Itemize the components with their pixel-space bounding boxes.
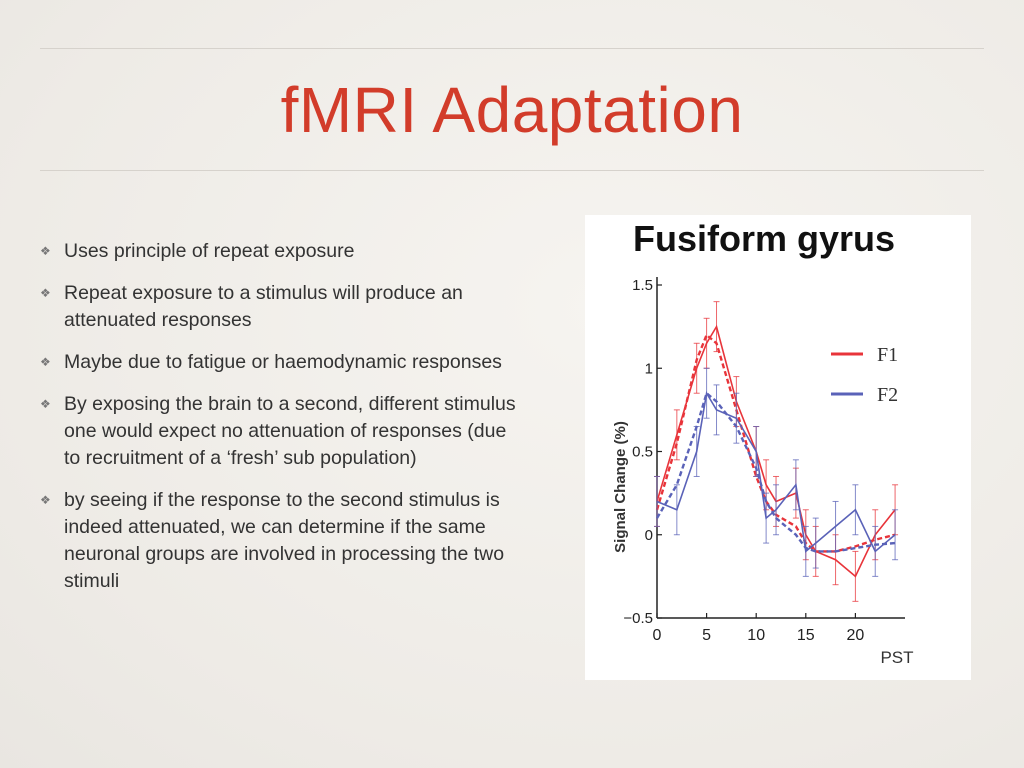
y-tick-label: 1 (645, 360, 653, 377)
series-line-f2 (656, 390, 896, 553)
x-tick-label: 10 (747, 627, 765, 644)
diamond-dots-icon: ❖ (40, 397, 51, 411)
bullet-list: ❖ Uses principle of repeat exposure ❖ Repe… (40, 238, 520, 610)
chart-axes: −0.500.511.50 5 10 15 20 (623, 277, 905, 644)
legend-label-f2: F2 (877, 384, 898, 406)
legend-label-f1: F1 (877, 344, 898, 366)
x-tick-label: 15 (797, 627, 815, 644)
series-line-f1 (656, 324, 896, 578)
bullet-text: Uses principle of repeat exposure (64, 240, 355, 262)
bullet-text: Maybe due to fatigue or haemodynamic res… (64, 351, 502, 373)
x-axis-label: PST (880, 648, 913, 667)
y-tick-label: −0.5 (623, 610, 653, 627)
bullet-item: ❖ Repeat exposure to a stimulus will prod… (40, 280, 520, 334)
chart-legend: F1 F2 (831, 344, 898, 406)
bullet-text: by seeing if the response to the second … (64, 489, 505, 592)
diamond-dots-icon: ❖ (40, 244, 51, 258)
bullet-item: ❖ Maybe due to fatigue or haemodynamic re… (40, 349, 520, 376)
bullet-item: ❖ Uses principle of repeat exposure (40, 238, 520, 265)
line-chart: Fusiform gyrus Signal Change (%) PST −0.… (612, 218, 914, 667)
chart-marks (654, 301, 899, 602)
y-axis-label: Signal Change (%) (612, 421, 629, 553)
y-tick-label: 1.5 (632, 277, 653, 294)
diamond-dots-icon: ❖ (40, 286, 51, 300)
y-tick-label: 0.5 (632, 444, 653, 461)
x-tick-label: 20 (847, 627, 865, 644)
x-tick-label: 0 (653, 627, 662, 644)
bullet-text: By exposing the brain to a second, diffe… (64, 393, 516, 469)
title-divider (40, 170, 984, 171)
y-tick-label: 0 (645, 527, 653, 544)
top-divider (40, 48, 984, 49)
diamond-dots-icon: ❖ (40, 493, 51, 507)
series-fit-f2 (655, 391, 896, 553)
diamond-dots-icon: ❖ (40, 355, 51, 369)
x-tick-label: 5 (702, 627, 711, 644)
bullet-text: Repeat exposure to a stimulus will produ… (64, 282, 463, 331)
fusiform-chart-figure: Fusiform gyrus Signal Change (%) PST −0.… (585, 215, 971, 680)
chart-title: Fusiform gyrus (633, 218, 895, 259)
series-fit-f1 (655, 332, 896, 553)
bullet-item: ❖ by seeing if the response to the second… (40, 487, 520, 595)
slide-title: fMRI Adaptation (280, 74, 744, 146)
bullet-item: ❖ By exposing the brain to a second, diff… (40, 391, 520, 472)
